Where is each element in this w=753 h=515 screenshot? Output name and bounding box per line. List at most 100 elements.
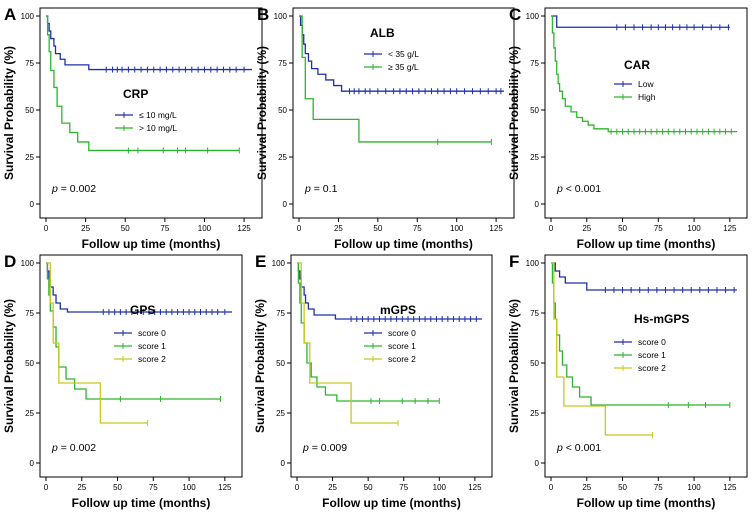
plot-frame: [544, 254, 748, 478]
x-tick-label: 50: [373, 224, 382, 233]
y-tick-label: 25: [530, 409, 539, 418]
km-curve-blue: [46, 262, 232, 313]
legend-title: ALB: [370, 26, 395, 40]
x-tick-label: 0: [549, 224, 554, 233]
p-value: p = 0.009: [302, 442, 347, 454]
panel-label: B: [257, 5, 269, 24]
y-tick-label: 25: [25, 153, 34, 162]
legend-entry: ≥ 35 g/L: [388, 62, 419, 72]
y-tick-label: 75: [278, 59, 287, 68]
legend-title: Hs-mGPS: [634, 312, 689, 326]
legend-title: GPS: [130, 303, 155, 317]
y-tick-label: 0: [30, 200, 35, 209]
y-tick-label: 25: [530, 153, 539, 162]
x-tick-label: 75: [654, 483, 663, 492]
km-curve-green: [551, 15, 737, 133]
km-panel-a: A 0 25 50 75 100 0 25 50 75 100 125 Follow up time (…: [2, 5, 263, 251]
x-tick-label: 125: [237, 224, 251, 233]
x-tick-label: 0: [44, 483, 49, 492]
x-tick-label: 100: [198, 224, 212, 233]
y-tick-label: 75: [25, 59, 34, 68]
y-tick-label: 50: [25, 106, 34, 115]
plot-frame: [39, 7, 263, 219]
y-tick-label: 100: [21, 259, 35, 268]
panel-label: D: [4, 252, 16, 271]
y-tick-label: 25: [276, 409, 285, 418]
y-tick-label: 75: [276, 309, 285, 318]
km-curve-yellow: [46, 262, 148, 424]
km-panel-d: D 0 25 50 75 100 0 25 50 75 100 125 Follow up time (…: [2, 252, 243, 510]
y-tick-label: 50: [530, 359, 539, 368]
y-tick-label: 75: [530, 309, 539, 318]
panel-label: F: [509, 252, 519, 271]
legend-entry: High: [638, 92, 656, 102]
y-tick-label: 75: [25, 309, 34, 318]
panel-label: E: [255, 252, 266, 271]
km-curve-blue: [297, 262, 482, 320]
legend-entry: score 2: [638, 363, 666, 373]
y-tick-label: 0: [281, 459, 286, 468]
y-tick-label: 50: [25, 359, 34, 368]
x-tick-label: 25: [334, 224, 343, 233]
km-curve-green: [551, 262, 730, 406]
p-value: p = 0.1: [304, 183, 338, 195]
x-tick-label: 100: [433, 483, 447, 492]
x-tick-label: 50: [618, 483, 627, 492]
km-curve-green: [46, 262, 221, 400]
km-curve-blue: [551, 15, 730, 28]
x-tick-label: 100: [450, 224, 464, 233]
x-axis-label: Follow up time (months): [72, 496, 211, 510]
km-curve-yellow: [297, 262, 399, 424]
x-tick-label: 100: [687, 224, 701, 233]
y-tick-label: 50: [276, 359, 285, 368]
legend-entry: > 10 mg/L: [139, 123, 177, 133]
x-tick-label: 50: [618, 224, 627, 233]
x-tick-label: 0: [297, 224, 302, 233]
x-tick-label: 125: [218, 483, 232, 492]
panel-label: A: [4, 5, 16, 24]
x-tick-label: 75: [160, 224, 169, 233]
plot-frame: [292, 7, 515, 219]
km-curve-green: [46, 15, 240, 152]
y-axis-label: Survival Probability (%): [507, 299, 521, 433]
y-tick-label: 0: [30, 459, 35, 468]
y-axis-label: Survival Probability (%): [253, 299, 267, 433]
legend-entry: score 1: [388, 341, 416, 351]
p-value: p < 0.001: [556, 442, 601, 454]
x-tick-label: 100: [687, 483, 701, 492]
x-tick-label: 25: [328, 483, 337, 492]
x-tick-label: 50: [364, 483, 373, 492]
km-panel-e: E 0 25 50 75 100 0 25 50 75 100 125 Follow up time (…: [253, 252, 493, 510]
x-tick-label: 75: [399, 483, 408, 492]
legend-entry: < 35 g/L: [388, 49, 419, 59]
y-tick-label: 50: [530, 106, 539, 115]
legend-title: CAR: [624, 58, 650, 72]
legend: CAR Low High: [614, 58, 656, 102]
legend-entry: score 0: [138, 328, 166, 338]
p-value: p = 0.002: [51, 183, 96, 195]
x-tick-label: 25: [77, 483, 86, 492]
legend: CRP ≤ 10 mg/L > 10 mg/L: [115, 87, 177, 133]
y-tick-label: 0: [535, 459, 540, 468]
x-tick-label: 75: [654, 224, 663, 233]
km-curve-green: [297, 262, 440, 402]
y-axis-label: Survival Probability (%): [2, 299, 16, 433]
panel-label: C: [509, 5, 521, 24]
x-axis-label: Follow up time (months): [334, 237, 473, 251]
legend-entry: ≤ 10 mg/L: [139, 110, 177, 120]
plot-frame: [290, 254, 493, 478]
x-tick-label: 75: [413, 224, 422, 233]
legend-entry: score 1: [138, 341, 166, 351]
legend-title: CRP: [123, 87, 148, 101]
x-tick-label: 25: [582, 224, 591, 233]
x-tick-label: 0: [44, 224, 49, 233]
p-value: p < 0.001: [556, 183, 601, 195]
x-tick-label: 75: [149, 483, 158, 492]
km-curve-green: [299, 15, 492, 143]
y-tick-label: 100: [526, 259, 540, 268]
x-tick-label: 50: [113, 483, 122, 492]
x-tick-label: 25: [81, 224, 90, 233]
x-tick-label: 125: [468, 483, 482, 492]
km-curve-blue: [551, 262, 737, 291]
